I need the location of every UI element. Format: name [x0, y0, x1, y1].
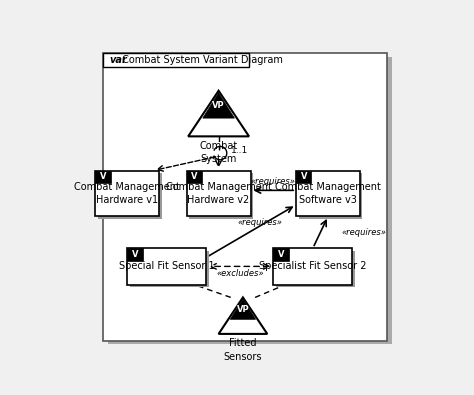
Text: Combat Management
Hardware v2: Combat Management Hardware v2 — [165, 182, 272, 205]
Text: VP: VP — [212, 101, 225, 110]
FancyBboxPatch shape — [108, 56, 392, 344]
FancyBboxPatch shape — [98, 173, 162, 219]
Text: V: V — [100, 173, 106, 181]
FancyBboxPatch shape — [276, 250, 355, 287]
Text: Combat
System: Combat System — [200, 141, 238, 164]
FancyBboxPatch shape — [296, 171, 360, 216]
FancyBboxPatch shape — [95, 171, 159, 216]
FancyBboxPatch shape — [189, 173, 253, 219]
Text: «requires»: «requires» — [251, 177, 296, 186]
Text: V: V — [191, 173, 198, 181]
FancyBboxPatch shape — [187, 171, 251, 216]
Polygon shape — [188, 91, 249, 136]
FancyBboxPatch shape — [130, 250, 209, 287]
FancyBboxPatch shape — [299, 173, 363, 219]
Text: V: V — [132, 250, 138, 259]
Text: Specialist Fit Sensor 2: Specialist Fit Sensor 2 — [259, 261, 366, 271]
Text: «requires»: «requires» — [342, 228, 387, 237]
Text: V: V — [278, 250, 284, 259]
Text: «excludes»: «excludes» — [216, 269, 264, 278]
FancyBboxPatch shape — [273, 248, 352, 285]
Polygon shape — [219, 297, 267, 334]
FancyBboxPatch shape — [128, 248, 143, 261]
FancyBboxPatch shape — [296, 171, 311, 183]
FancyBboxPatch shape — [273, 248, 289, 261]
Text: var: var — [109, 55, 127, 65]
Text: VP: VP — [237, 305, 249, 314]
Text: Fitted
Sensors: Fitted Sensors — [224, 339, 262, 362]
Polygon shape — [230, 299, 255, 319]
Text: Special Fit Sensor 1: Special Fit Sensor 1 — [119, 261, 215, 271]
FancyBboxPatch shape — [103, 53, 387, 341]
FancyBboxPatch shape — [187, 171, 202, 183]
Text: Combat System Variant Diagram: Combat System Variant Diagram — [119, 55, 283, 65]
Text: «requires»: «requires» — [237, 218, 282, 227]
Text: Combat Management
Hardware v1: Combat Management Hardware v1 — [74, 182, 180, 205]
Polygon shape — [203, 93, 235, 118]
FancyBboxPatch shape — [95, 171, 110, 183]
Text: 1..1: 1..1 — [231, 146, 248, 155]
FancyBboxPatch shape — [128, 248, 206, 285]
Text: V: V — [301, 173, 307, 181]
Text: Combat Management
Software v3: Combat Management Software v3 — [275, 182, 381, 205]
FancyBboxPatch shape — [103, 53, 249, 67]
